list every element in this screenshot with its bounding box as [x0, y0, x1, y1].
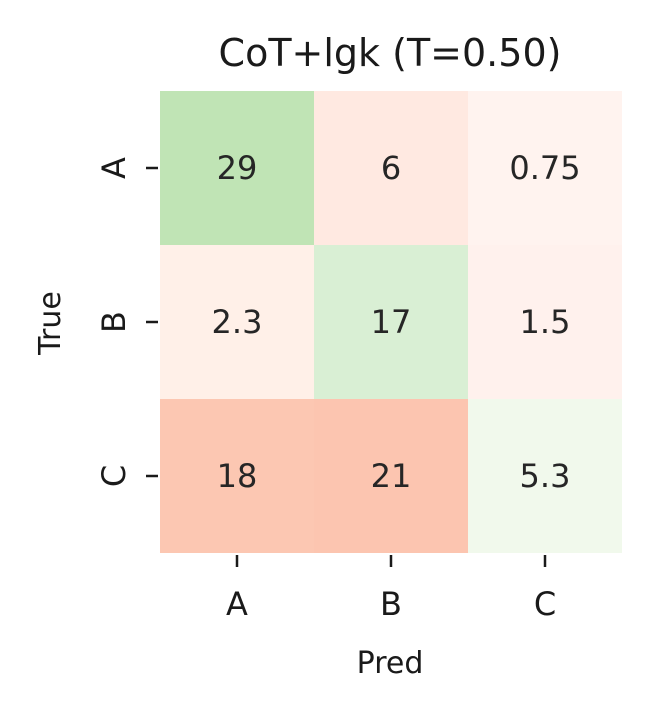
cell-value-label: 2.3 [212, 303, 263, 341]
heatmap-cell-B-C [468, 245, 622, 399]
y-axis-label: True [33, 291, 68, 356]
cell-value-label: 29 [217, 149, 258, 187]
x-tick-label: C [534, 585, 556, 623]
heatmap-cell-B-A [160, 245, 314, 399]
cell-value-label: 17 [371, 303, 412, 341]
heatmap-cell-C-C [468, 399, 622, 553]
heatmap-cells: 29 6 0.75 2.3 17 1.5 18 21 5.3 [160, 91, 622, 553]
x-tick-label: B [380, 585, 402, 623]
cell-value-label: 1.5 [520, 303, 571, 341]
cell-value-label: 0.75 [509, 149, 580, 187]
x-tick-label: A [226, 585, 248, 623]
y-tick-label: B [95, 311, 133, 333]
y-tick-label: A [95, 157, 133, 179]
heatmap-cell-A-C [468, 91, 622, 245]
heatmap-cell-C-A [160, 399, 314, 553]
axis-ticks: A B C A B C [95, 157, 556, 623]
heatmap-cell-B-B [314, 245, 468, 399]
heatmap-cell-A-B [314, 91, 468, 245]
cell-value-label: 18 [217, 457, 258, 495]
cell-value-label: 5.3 [520, 457, 571, 495]
cell-value-label: 6 [381, 149, 401, 187]
x-axis-label: Pred [357, 646, 424, 681]
heatmap-cell-A-A [160, 91, 314, 245]
y-tick-label: C [95, 465, 133, 487]
heatmap-cell-C-B [314, 399, 468, 553]
cell-value-label: 21 [371, 457, 412, 495]
chart-title: CoT+lgk (T=0.50) [219, 31, 562, 75]
